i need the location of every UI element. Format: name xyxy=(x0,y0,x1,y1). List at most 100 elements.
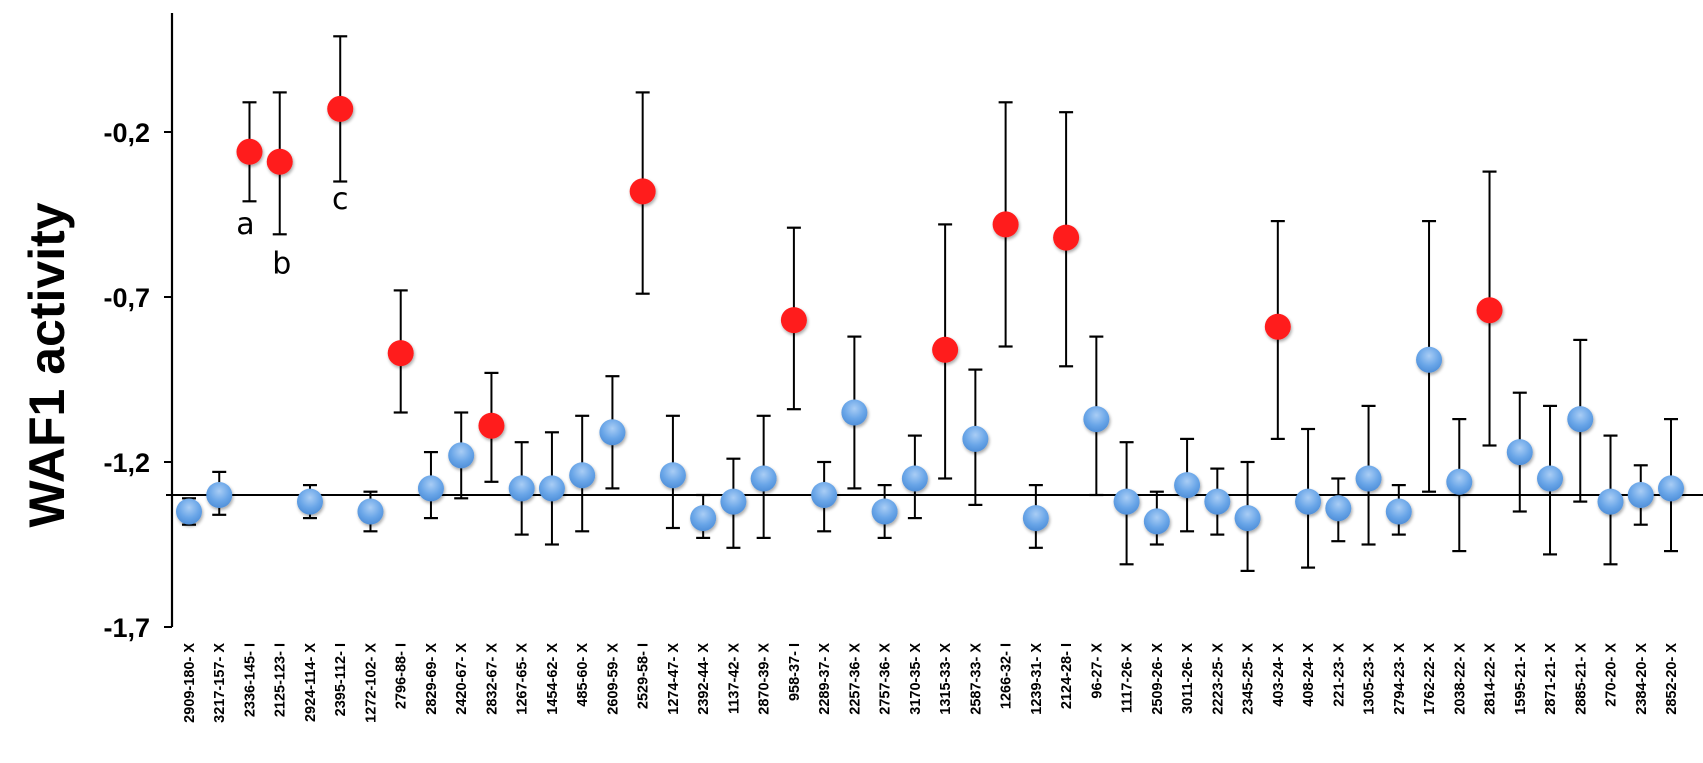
x-tick-label: 2829-69- X xyxy=(424,643,440,715)
data-point xyxy=(1083,406,1110,433)
x-tick-label: 2871-21- X xyxy=(1543,643,1559,715)
x-tick-label: 3011-26- X xyxy=(1180,643,1196,714)
x-tick-label: 2852-20- X xyxy=(1664,643,1680,715)
data-point xyxy=(962,425,989,452)
x-tick-label: 2924-114- X xyxy=(303,643,319,722)
data-point xyxy=(1022,505,1049,532)
y-tick-label: -0,7 xyxy=(103,283,150,313)
data-point xyxy=(1627,482,1654,508)
data-point-highlighted xyxy=(992,211,1019,238)
x-tick-label: 1137-42- X xyxy=(726,643,742,714)
x-tick-label: 2885-21- X xyxy=(1573,643,1589,715)
data-point xyxy=(206,482,233,508)
data-point xyxy=(448,442,475,469)
annotation-c: c xyxy=(332,182,349,217)
x-tick-label: 1117-26- X xyxy=(1120,643,1136,713)
data-point xyxy=(1567,406,1594,433)
x-tick-labels: 2909-180- X 3217-157- X 2336-145- I 2125-12… xyxy=(182,643,1680,723)
y-axis-label: WAF1 activity xyxy=(19,202,75,527)
x-tick-label: 2345-25- X xyxy=(1241,643,1257,715)
point-annotations: ab c xyxy=(236,182,348,282)
data-point xyxy=(659,462,686,489)
x-tick-label: 2794-23- X xyxy=(1392,643,1408,715)
data-point-highlighted xyxy=(1264,313,1291,340)
data-point xyxy=(1325,495,1352,522)
x-tick-label: 2587-33- X xyxy=(968,643,984,715)
data-point xyxy=(841,399,868,426)
x-tick-label: 1272-102- X xyxy=(363,643,379,723)
x-tick-label: 2392-44- X xyxy=(696,643,712,715)
data-point xyxy=(508,475,535,502)
x-tick-label: 96-27- X xyxy=(1089,643,1105,699)
x-tick-label: 2757-36- X xyxy=(878,643,894,715)
data-point xyxy=(357,498,384,525)
x-tick-label: 408-24- X xyxy=(1301,643,1317,707)
x-tick-label: 2395-112- I xyxy=(333,643,349,716)
x-tick-label: 1762-22- X xyxy=(1422,643,1438,715)
data-point xyxy=(1537,465,1564,492)
data-point xyxy=(690,505,717,532)
x-tick-label: 2336-145- I xyxy=(242,643,258,717)
x-tick-label: 1315-33- X xyxy=(938,643,954,715)
x-tick-label: 1305-23- X xyxy=(1362,643,1378,715)
data-point xyxy=(417,475,444,502)
data-point xyxy=(1143,508,1170,535)
data-point-highlighted xyxy=(327,95,354,122)
annotation-b: b xyxy=(272,247,291,282)
data-point xyxy=(1295,488,1322,515)
data-point xyxy=(871,498,898,525)
y-tick-label: -1,7 xyxy=(103,613,150,643)
x-tick-label: 3217-157- X xyxy=(212,643,228,723)
x-tick-label: 485-60- X xyxy=(575,643,591,707)
data-point-highlighted xyxy=(387,340,414,367)
y-axis: -0,2 -0,7 -1,2 -1,7 xyxy=(103,13,174,643)
data-point xyxy=(569,462,596,489)
data-point xyxy=(1597,488,1624,515)
data-point xyxy=(1385,498,1412,525)
x-tick-label: 1239-31- X xyxy=(1029,643,1045,715)
x-tick-label: 2509-26- X xyxy=(1150,643,1166,715)
x-tick-label: 2384-20- X xyxy=(1634,643,1650,715)
x-tick-label: 2125-123- I xyxy=(273,643,289,717)
x-tick-label: 403-24- X xyxy=(1271,643,1287,707)
data-point xyxy=(1506,439,1533,466)
data-point xyxy=(1113,488,1140,515)
data-point-highlighted xyxy=(236,138,263,165)
annotation-a: a xyxy=(236,207,254,242)
x-tick-label: 1266-32- I xyxy=(999,643,1015,709)
data-point xyxy=(176,498,202,525)
data-point xyxy=(901,465,928,492)
data-points xyxy=(176,95,1684,535)
data-point-highlighted xyxy=(478,412,505,439)
data-point xyxy=(1416,346,1443,373)
x-tick-label: 2124-28- I xyxy=(1059,643,1075,709)
x-tick-label: 2289-37- X xyxy=(817,643,833,715)
data-point xyxy=(538,475,565,502)
data-point xyxy=(720,488,747,515)
data-point xyxy=(599,419,626,446)
data-point xyxy=(811,482,838,508)
x-tick-label: 2609-59- X xyxy=(605,643,621,715)
data-point xyxy=(1658,475,1684,502)
x-tick-label: 1274-47- X xyxy=(666,643,682,715)
data-point xyxy=(1234,505,1261,532)
x-tick-label: 1595-21- X xyxy=(1513,643,1529,715)
data-point xyxy=(750,465,777,492)
y-tick-label: -0,2 xyxy=(103,118,150,148)
x-tick-label: 958-37- I xyxy=(787,643,803,701)
x-tick-label: 2038-22- X xyxy=(1452,643,1468,715)
data-point-highlighted xyxy=(629,178,656,205)
data-point xyxy=(296,488,323,515)
x-tick-label: 2257-36- X xyxy=(847,643,863,715)
x-tick-label: 2832-67- X xyxy=(484,643,500,715)
data-point-highlighted xyxy=(266,148,293,175)
x-tick-label: 1267-65- X xyxy=(515,643,531,715)
data-point xyxy=(1174,472,1201,499)
x-tick-label: 270-20- X xyxy=(1604,643,1620,707)
x-tick-label: 2420-67- X xyxy=(454,643,470,715)
x-tick-label: 221-23- X xyxy=(1331,643,1347,707)
data-point xyxy=(1204,488,1231,515)
x-tick-label: 2223-25- X xyxy=(1210,643,1226,715)
data-point-highlighted xyxy=(932,336,959,363)
